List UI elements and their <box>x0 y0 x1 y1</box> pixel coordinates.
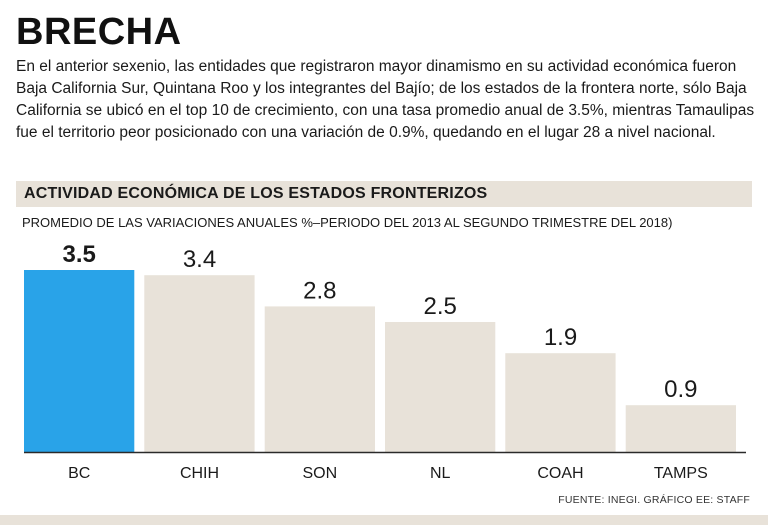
source-note: FUENTE: INEGI. GRÁFICO EE: STAFF <box>558 494 750 506</box>
bar-nl <box>385 322 496 452</box>
value-label-coah: 1.9 <box>544 324 577 351</box>
value-label-tamps: 0.9 <box>664 376 697 403</box>
chart-title-band <box>16 181 752 207</box>
bar-bc <box>24 270 135 452</box>
intro-paragraph: En el anterior sexenio, las entidades qu… <box>16 58 755 141</box>
category-label-coah: COAH <box>537 465 583 482</box>
bottom-band <box>0 515 768 525</box>
category-label-nl: NL <box>430 465 451 482</box>
category-label-son: SON <box>302 465 337 482</box>
headline: BRECHA <box>16 11 182 53</box>
category-label-tamps: TAMPS <box>654 465 708 482</box>
bar-son <box>264 306 375 452</box>
value-label-bc: 3.5 <box>63 241 96 268</box>
chart-title: ACTIVIDAD ECONÓMICA DE LOS ESTADOS FRONT… <box>24 185 488 202</box>
value-label-nl: 2.5 <box>424 293 457 320</box>
bar-coah <box>505 353 616 452</box>
value-label-son: 2.8 <box>303 277 336 304</box>
category-label-bc: BC <box>68 465 90 482</box>
bar-tamps <box>625 405 736 452</box>
chart-subtitle: PROMEDIO DE LAS VARIACIONES ANUALES %–PE… <box>22 215 673 230</box>
bar-chih <box>144 275 255 452</box>
category-label-chih: CHIH <box>180 465 219 482</box>
value-label-chih: 3.4 <box>183 246 216 273</box>
